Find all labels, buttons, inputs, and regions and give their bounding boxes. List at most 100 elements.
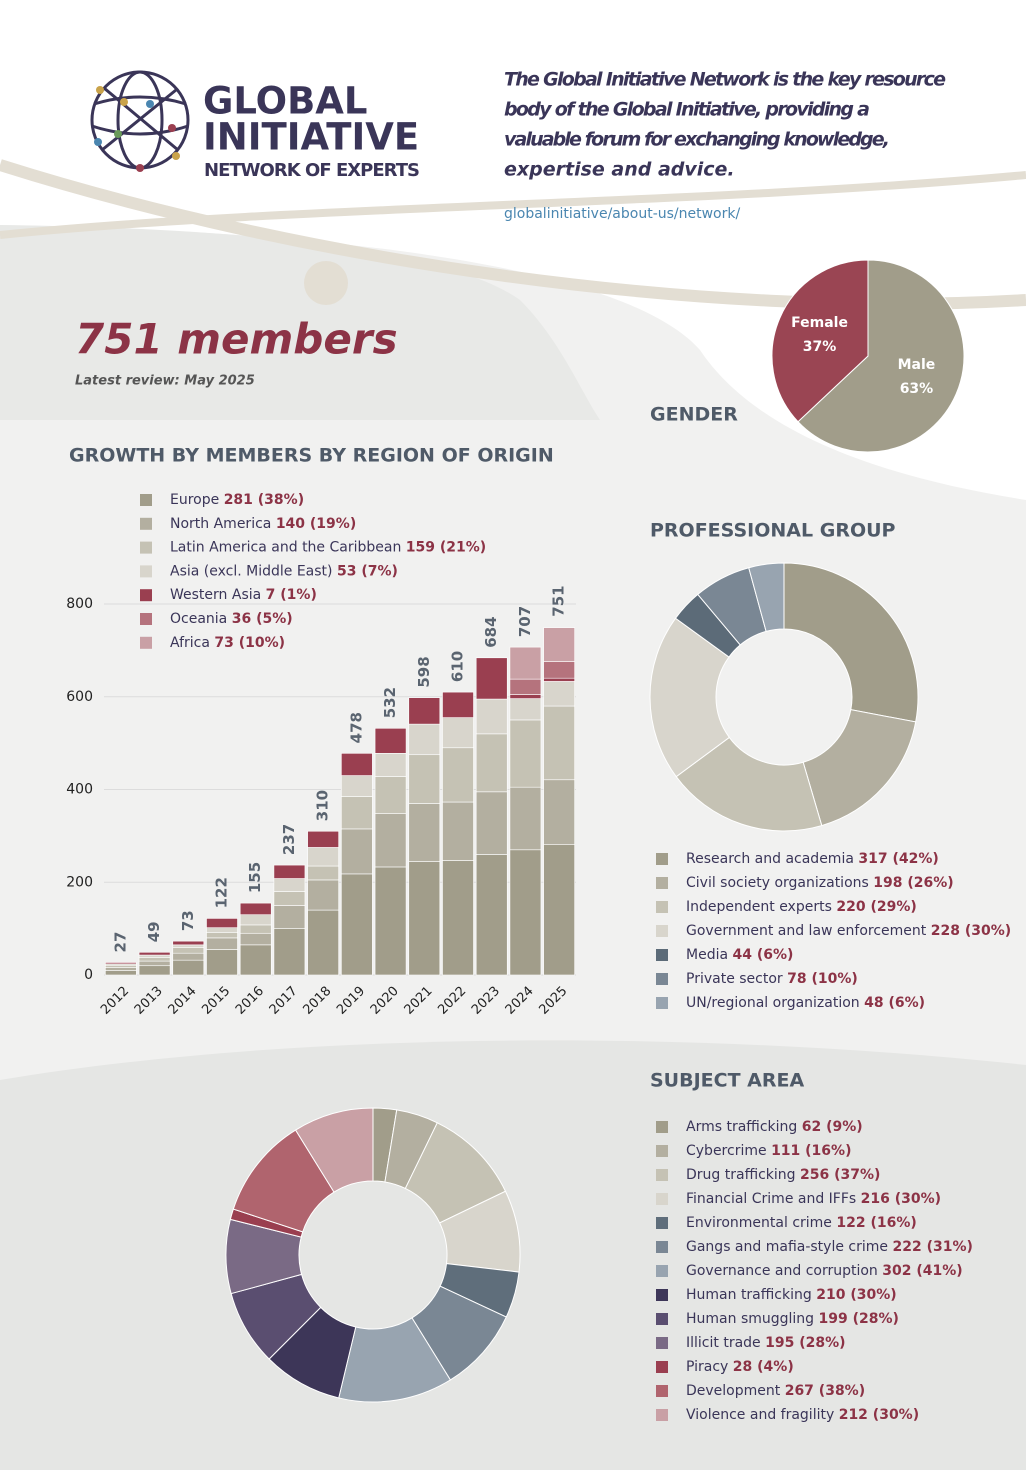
legend-label: Piracy xyxy=(686,1359,728,1375)
legend-swatch xyxy=(656,853,668,865)
legend-swatch xyxy=(140,589,152,602)
bar-segment xyxy=(442,860,474,976)
bar-segment xyxy=(509,786,542,851)
y-tick-label: 600 xyxy=(66,689,93,705)
legend-swatch xyxy=(140,636,152,649)
background-shape xyxy=(0,0,1026,500)
legend-entry: Gangs and mafia-style crime 222 (31%) xyxy=(686,1239,973,1255)
bar-segment xyxy=(172,940,205,946)
bar-segment xyxy=(341,873,373,976)
legend-swatch xyxy=(656,877,668,889)
logo-globe xyxy=(90,70,190,172)
bar-segment xyxy=(543,661,575,679)
legend-value: 73 (10%) xyxy=(214,635,285,651)
bar-segment xyxy=(138,957,171,962)
bar-segment xyxy=(408,803,441,862)
legend-value: 53 (7%) xyxy=(337,563,398,579)
url[interactable]: globalinitiative/about-us/network/ xyxy=(504,206,740,222)
legend-label: Illicit trade xyxy=(686,1335,761,1351)
bar-segment xyxy=(341,828,373,875)
bar-segment xyxy=(307,865,339,881)
legend-entry: Asia (excl. Middle East) 53 (7%) xyxy=(170,563,398,579)
legend-label: Government and law enforcement xyxy=(686,923,927,939)
legend-value: 122 (16%) xyxy=(836,1215,916,1231)
bar-segment xyxy=(509,678,542,695)
legend-value: 111 (16%) xyxy=(771,1143,851,1159)
decor-arc xyxy=(0,171,1026,239)
legend-entry: Environmental crime 122 (16%) xyxy=(686,1215,917,1231)
bar-segment xyxy=(374,813,407,868)
legend-swatch xyxy=(656,1289,668,1301)
bar-segment xyxy=(442,801,474,861)
bar-segment xyxy=(105,964,137,968)
bar-segment xyxy=(475,657,508,700)
legend-value: 140 (19%) xyxy=(276,516,356,532)
legend-label: Arms trafficking xyxy=(686,1119,797,1135)
legend-value: 228 (30%) xyxy=(931,923,1011,939)
total-label: 684 xyxy=(482,616,500,647)
logo-text: GLOBAL xyxy=(203,80,368,123)
legend-value: 195 (28%) xyxy=(765,1335,845,1351)
legend-swatch xyxy=(656,1361,668,1373)
bar-segment xyxy=(408,754,441,804)
legend-label: Asia (excl. Middle East) xyxy=(170,563,333,579)
legend-entry: Africa 73 (10%) xyxy=(170,635,285,651)
bar-segment xyxy=(341,796,373,830)
bar-segment xyxy=(239,902,272,916)
bar-segment xyxy=(475,854,508,976)
legend-swatch xyxy=(656,1169,668,1181)
logo-text: NETWORK OF EXPERTS xyxy=(204,160,420,181)
bar-segment xyxy=(442,717,474,749)
bar-segment xyxy=(374,866,407,976)
total-label: 751 xyxy=(550,585,568,616)
legend-label: Governance and corruption xyxy=(686,1263,878,1279)
bar-segment xyxy=(307,830,339,848)
bar-segment xyxy=(509,694,542,699)
legend-entry: Private sector 78 (10%) xyxy=(686,971,858,987)
slice-value: 37% xyxy=(803,339,837,355)
legend-entry: Research and academia 317 (42%) xyxy=(686,851,939,867)
y-tick-label: 0 xyxy=(84,967,93,983)
legend-value: 7 (1%) xyxy=(266,587,317,603)
legend-swatch xyxy=(656,949,668,961)
legend-label: Gangs and mafia-style crime xyxy=(686,1239,888,1255)
legend-value: 44 (6%) xyxy=(733,947,794,963)
bar-segment xyxy=(374,727,407,754)
legend-value: 256 (37%) xyxy=(800,1167,880,1183)
legend-entry: Arms trafficking 62 (9%) xyxy=(686,1119,863,1135)
bar-segment xyxy=(105,970,137,976)
legend-entry: Independent experts 220 (29%) xyxy=(686,899,917,915)
legend-swatch xyxy=(656,973,668,985)
legend-swatch xyxy=(656,1385,668,1397)
total-label: 237 xyxy=(280,824,298,855)
total-label: 122 xyxy=(213,877,231,908)
legend-swatch xyxy=(656,1121,668,1133)
legend-label: Research and academia xyxy=(686,851,854,867)
bar-segment xyxy=(442,747,474,803)
legend-swatch xyxy=(656,1337,668,1349)
total-label: 49 xyxy=(145,921,163,942)
legend-swatch xyxy=(656,901,668,913)
bar-segment xyxy=(105,962,137,965)
legend-value: 62 (9%) xyxy=(802,1119,863,1135)
legend-swatch xyxy=(140,613,152,625)
slice-label: Female xyxy=(791,315,848,331)
legend-entry: Illicit trade 195 (28%) xyxy=(686,1335,846,1351)
bar-segment xyxy=(172,944,205,948)
legend-entry: UN/regional organization 48 (6%) xyxy=(686,995,925,1011)
legend-entry: Financial Crime and IFFs 216 (30%) xyxy=(686,1191,941,1207)
legend-label: Human smuggling xyxy=(686,1311,814,1327)
legend-label: Development xyxy=(686,1383,781,1399)
section-title: GROWTH BY MEMBERS BY REGION OF ORIGIN xyxy=(69,445,554,467)
section-title: PROFESSIONAL GROUP xyxy=(650,520,896,542)
slice xyxy=(294,1107,374,1193)
bar-segment xyxy=(206,949,238,976)
decor-dot xyxy=(304,261,348,305)
legend-value: 222 (31%) xyxy=(892,1239,972,1255)
legend-label: Independent experts xyxy=(686,899,832,915)
bar-segment xyxy=(374,753,407,777)
legend-swatch xyxy=(656,925,668,937)
bar-segment xyxy=(239,932,272,946)
bar-segment xyxy=(138,960,171,967)
bar-segment xyxy=(239,914,272,926)
